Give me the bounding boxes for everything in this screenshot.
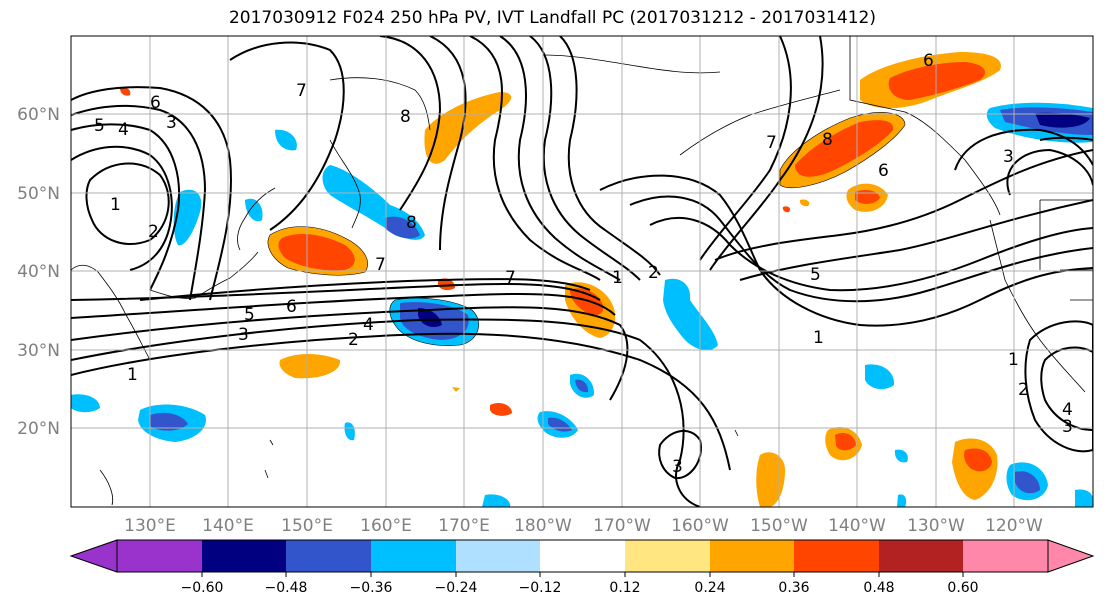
colorbar-label-2: −0.48: [265, 580, 308, 596]
contour-label-6d: 6: [923, 51, 934, 71]
contour-label-5b: 5: [94, 116, 105, 136]
contour-label-1d: 1: [1008, 350, 1019, 370]
colorbar-label-3: −0.36: [350, 580, 393, 596]
colorbar-segment-6: [540, 540, 625, 572]
longitude-labels: 130°E 140°E 150°E 160°E 170°E 180°W 170°…: [124, 516, 1043, 536]
contour-label-4b: 4: [118, 120, 129, 140]
latitude-labels: 60°N 50°N 40°N 30°N 20°N: [17, 105, 60, 439]
contour-label-4a: 4: [363, 315, 374, 335]
colorbar: −0.60 −0.48 −0.36 −0.24 −0.12 0.12 0.24 …: [69, 539, 1095, 596]
colorbar-label-8: 0.36: [778, 580, 809, 596]
colorbar-label-9: 0.48: [863, 580, 894, 596]
contour-label-3d: 3: [1003, 147, 1014, 167]
contour-label-4c: 4: [1062, 400, 1073, 420]
graticule: [71, 36, 1093, 507]
colorbar-label-1: −0.60: [181, 580, 224, 596]
colorbar-label-5: −0.12: [519, 580, 562, 596]
contour-label-3c: 3: [672, 457, 683, 477]
contour-label-1a: 1: [127, 365, 138, 385]
lon-label-140e: 140°E: [202, 516, 254, 536]
shading-outlines: [267, 112, 906, 346]
colorbar-extend-low: [69, 539, 118, 573]
lat-label-30n: 30°N: [17, 341, 60, 361]
colorbar-ticks: [201, 572, 964, 577]
colorbar-segment-11: [963, 540, 1048, 572]
lon-label-160e: 160°E: [360, 516, 412, 536]
lon-label-160w: 160°W: [671, 516, 729, 536]
contour-label-6c: 6: [878, 161, 889, 181]
colorbar-extend-high: [1047, 539, 1095, 573]
contour-label-1e: 1: [612, 268, 623, 288]
contour-label-5a: 5: [244, 305, 255, 325]
contour-label-2b: 2: [148, 222, 159, 242]
lon-label-120w: 120°W: [985, 516, 1043, 536]
colorbar-segment-8: [710, 540, 794, 572]
lon-label-150w: 150°W: [750, 516, 808, 536]
colorbar-segment-5: [456, 540, 540, 572]
contour-label-7a: 7: [505, 268, 516, 288]
contour-label-3e: 3: [1062, 417, 1073, 437]
colorbar-border: [116, 539, 1049, 573]
contour-label-8c: 8: [400, 107, 411, 127]
positive-anomaly-areas: [120, 52, 1001, 507]
colorbar-segment-3: [286, 540, 371, 572]
contour-label-8b: 8: [822, 130, 833, 150]
lat-label-40n: 40°N: [17, 262, 60, 282]
lon-label-140w: 140°W: [828, 516, 886, 536]
contour-label-7b: 7: [766, 133, 777, 153]
contour-label-5c: 5: [810, 265, 821, 285]
lat-label-60n: 60°N: [17, 105, 60, 125]
plot-border: [70, 35, 1094, 508]
lon-label-170w: 170°W: [593, 516, 651, 536]
contour-label-1c: 1: [813, 328, 824, 348]
lat-label-20n: 20°N: [17, 419, 60, 439]
contour-label-6b: 6: [150, 93, 161, 113]
colorbar-segment-1: [117, 540, 202, 572]
map-title: 2017030912 F024 250 hPa PV, IVT Landfall…: [228, 8, 876, 28]
contour-label-8a: 8: [406, 213, 417, 233]
contour-label-2d: 2: [648, 263, 659, 283]
lon-label-170e: 170°E: [438, 516, 490, 536]
lon-label-130w: 130°W: [907, 516, 965, 536]
colorbar-segment-10: [879, 540, 963, 572]
contour-label-3a: 3: [238, 325, 249, 345]
contour-label-2a: 2: [348, 330, 359, 350]
contour-label-7c: 7: [375, 255, 386, 275]
colorbar-label-7: 0.24: [694, 580, 725, 596]
colorbar-segment-4: [371, 540, 456, 572]
colorbar-segment-9: [794, 540, 879, 572]
contour-label-6a: 6: [286, 297, 297, 317]
contour-labels: 1 2 3 4 5 6 7 8 5 4 3 6 1 2 3 1 5 6 8 7 …: [94, 51, 1073, 477]
lon-label-180w: 180°W: [514, 516, 572, 536]
lat-label-50n: 50°N: [17, 184, 60, 204]
colorbar-segment-2: [202, 540, 286, 572]
contour-label-2c: 2: [1018, 380, 1029, 400]
lon-label-150e: 150°E: [281, 516, 333, 536]
colorbar-segment-7: [625, 540, 710, 572]
colorbar-label-10: 0.60: [947, 580, 978, 596]
contour-label-1b: 1: [110, 195, 121, 215]
contour-label-7d: 7: [296, 81, 307, 101]
colorbar-label-6: 0.12: [609, 580, 640, 596]
lon-label-130e: 130°E: [124, 516, 176, 536]
colorbar-label-4: −0.24: [435, 580, 478, 596]
contour-label-3b: 3: [166, 113, 177, 133]
